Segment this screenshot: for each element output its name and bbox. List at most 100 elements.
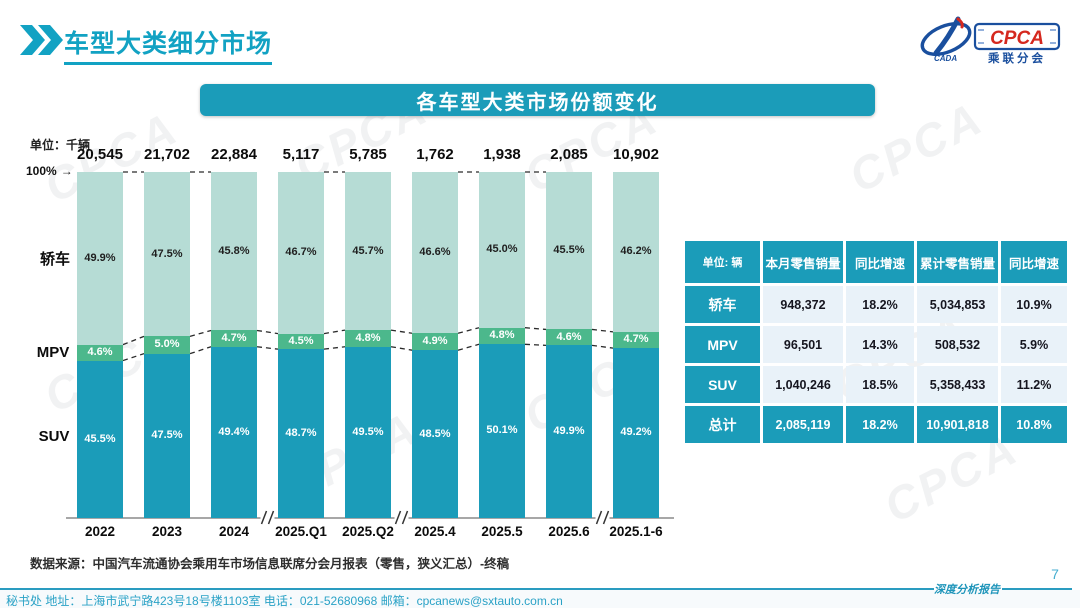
stacked-bar-2025.Q2: 45.7% 4.8% 49.5%: [345, 172, 391, 518]
bar-segment-轿车: 46.7%: [278, 172, 324, 334]
bar-segment-SUV: 50.1%: [479, 344, 525, 518]
footer-strip: [0, 590, 1080, 608]
stacked-bar-2025.5: 45.0% 4.8% 50.1%: [479, 172, 525, 518]
segment-percent-label: 45.5%: [553, 244, 585, 257]
series-label-mpv: MPV: [36, 344, 70, 361]
bar-segment-SUV: 45.5%: [77, 360, 123, 518]
bar-total-label: 22,884: [211, 146, 257, 163]
table-cell: 948,372: [763, 286, 843, 323]
footer-caption: 深度分析报告: [934, 583, 1000, 596]
bar-segment-MPV: 5.0%: [144, 336, 190, 354]
x-axis-label: 2025.1-6: [609, 524, 663, 539]
segment-percent-label: 48.7%: [285, 426, 317, 439]
stacked-bar-2022: 49.9% 4.6% 45.5%: [77, 172, 123, 518]
footer-address: 秘书处 地址：上海市武宁路423号18号楼1103室 电话：021-526809…: [6, 594, 563, 608]
segment-percent-label: 50.1%: [486, 424, 518, 437]
bar-total-label: 5,117: [282, 146, 320, 163]
bar-segment-MPV: 4.7%: [211, 330, 257, 347]
bar-total-label: 10,902: [613, 146, 659, 163]
double-chevron-icon: [20, 25, 63, 55]
segment-percent-label: 49.9%: [84, 251, 116, 264]
arrow-right-icon: →: [60, 164, 73, 178]
segment-percent-label: 4.8%: [489, 329, 515, 342]
table-row-label: MPV: [685, 326, 760, 363]
table-row-label: 总计: [685, 406, 760, 443]
table-cell: 10,901,818: [917, 406, 998, 443]
logo-sub-text: 乘联分会: [987, 51, 1046, 64]
segment-percent-label: 45.7%: [352, 244, 384, 257]
segment-percent-label: 4.9%: [422, 335, 448, 348]
page-number: 7: [1051, 566, 1059, 582]
segment-percent-label: 49.4%: [218, 425, 250, 438]
bar-segment-SUV: 48.7%: [278, 349, 324, 518]
bar-segment-MPV: 4.8%: [345, 330, 391, 347]
chart-title-banner: 各车型大类市场份额变化: [200, 84, 875, 116]
bar-segment-MPV: 4.8%: [479, 327, 525, 345]
table-cell: 1,040,246: [763, 366, 843, 403]
bar-segment-轿车: 47.5%: [144, 172, 190, 337]
stacked-bar-2025.4: 46.6% 4.9% 48.5%: [412, 172, 458, 518]
bar-segment-轿车: 45.8%: [211, 172, 257, 331]
stacked-bar-chart: 100% → 轿车 MPV SUV 20,545 49.9% 4.6% 45.5% 202…: [0, 140, 692, 550]
bar-segment-SUV: 49.5%: [345, 346, 391, 518]
segment-percent-label: 4.6%: [87, 346, 113, 359]
x-axis-label: 2025.4: [414, 524, 456, 539]
x-axis-label: 2023: [151, 524, 183, 539]
x-axis-label: 2025.6: [548, 524, 590, 539]
table-header-cell: 单位: 辆: [685, 241, 760, 283]
bar-segment-SUV: 49.9%: [546, 345, 592, 518]
bar-segment-SUV: 49.4%: [211, 346, 257, 518]
x-axis-label: 2025.Q2: [342, 524, 394, 539]
series-label-suv: SUV: [38, 428, 70, 445]
segment-percent-label: 47.5%: [151, 247, 183, 260]
segment-percent-label: 48.5%: [419, 427, 451, 440]
bar-total-label: 1,762: [416, 146, 454, 163]
x-axis-label: 2025.5: [481, 524, 523, 539]
table-cell: 5.9%: [1001, 326, 1067, 363]
logo-cpca-text: CPCA: [990, 28, 1044, 49]
bar-segment-轿车: 45.5%: [546, 172, 592, 330]
table-cell: 2,085,119: [763, 406, 843, 443]
table-header-cell: 同比增速: [1001, 241, 1067, 283]
bar-segment-轿车: 45.7%: [345, 172, 391, 331]
bar-segment-SUV: 48.5%: [412, 350, 458, 518]
bar-segment-MPV: 4.6%: [546, 329, 592, 346]
segment-percent-label: 45.8%: [218, 244, 250, 257]
segment-percent-label: 49.9%: [553, 425, 585, 438]
bar-segment-MPV: 4.6%: [77, 344, 123, 361]
table-cell: 18.5%: [846, 366, 914, 403]
bar-segment-轿车: 46.6%: [412, 172, 458, 334]
bar-segment-MPV: 4.7%: [613, 331, 659, 348]
bar-segment-MPV: 4.5%: [278, 333, 324, 350]
table-cell: 5,358,433: [917, 366, 998, 403]
table-cell: 18.2%: [846, 286, 914, 323]
x-axis-label: 2025.Q1: [275, 524, 327, 539]
table-row-label: 轿车: [685, 286, 760, 323]
x-axis-label: 2022: [84, 524, 116, 539]
segment-percent-label: 45.0%: [486, 243, 518, 256]
bar-segment-SUV: 49.2%: [613, 347, 659, 518]
bar-segment-轿车: 45.0%: [479, 172, 525, 328]
table-cell: 96,501: [763, 326, 843, 363]
stacked-bar-2023: 47.5% 5.0% 47.5%: [144, 172, 190, 518]
segment-percent-label: 46.6%: [419, 246, 451, 259]
table-header-cell: 累计零售销量: [917, 241, 998, 283]
bar-segment-MPV: 4.9%: [412, 333, 458, 351]
bar-total-label: 20,545: [77, 146, 123, 163]
table-cell: 10.9%: [1001, 286, 1067, 323]
footer-line-left: [0, 588, 934, 590]
page-title: 车型大类细分市场: [64, 24, 273, 65]
bar-total-label: 5,785: [349, 146, 387, 163]
x-axis-label: 2024: [218, 524, 250, 539]
table-header-cell: 同比增速: [846, 241, 914, 283]
series-label-sedan: 轿车: [39, 251, 70, 268]
table-cell: 14.3%: [846, 326, 914, 363]
bar-total-label: 2,085: [550, 146, 588, 163]
pct-100-marker: 100% →: [26, 164, 73, 178]
chart-axis-and-connectors: [66, 171, 674, 525]
bar-total-label: 21,702: [144, 146, 190, 163]
segment-percent-label: 4.7%: [623, 333, 649, 346]
logo-cada-text: CADA: [934, 54, 957, 63]
pct-100-label: 100%: [26, 164, 57, 178]
